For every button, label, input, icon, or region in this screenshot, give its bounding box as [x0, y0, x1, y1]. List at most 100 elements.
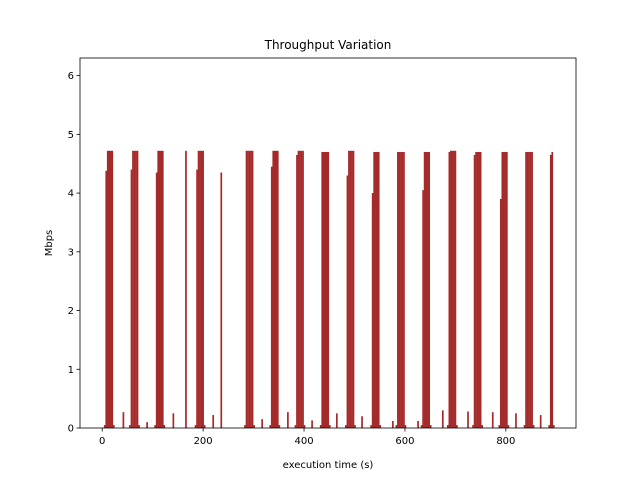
bar — [275, 150, 278, 429]
bar — [247, 150, 249, 429]
bar — [335, 413, 338, 428]
bar — [476, 151, 479, 428]
bar — [501, 151, 504, 428]
bar — [172, 413, 175, 428]
bar — [498, 425, 501, 428]
y-tick-label: 0 — [68, 424, 74, 435]
bar — [391, 420, 394, 428]
bar — [261, 419, 264, 428]
bar — [199, 150, 201, 429]
bar — [529, 151, 532, 428]
bar — [548, 425, 551, 428]
y-tick-label: 2 — [68, 306, 74, 317]
bar — [348, 150, 350, 429]
bar — [311, 420, 313, 428]
bar — [129, 425, 131, 428]
bar — [130, 169, 133, 429]
x-tick-label: 200 — [194, 436, 213, 447]
bar — [273, 150, 276, 429]
bar — [146, 422, 148, 428]
bar — [404, 425, 407, 428]
bar — [397, 151, 399, 428]
bar — [523, 425, 526, 428]
bar — [185, 150, 187, 429]
bar — [250, 150, 252, 429]
bar — [499, 198, 502, 428]
bar — [327, 151, 330, 428]
bar — [200, 150, 203, 429]
bar — [138, 425, 140, 428]
y-tick-label: 6 — [68, 71, 74, 82]
bar — [398, 151, 401, 428]
bar — [345, 425, 347, 428]
y-tick-label: 3 — [68, 247, 74, 258]
bar — [472, 425, 474, 428]
bar — [352, 150, 355, 429]
x-axis-label: execution time (s) — [283, 460, 374, 471]
bar — [220, 172, 223, 428]
bar — [354, 425, 356, 428]
bar — [475, 151, 477, 428]
bar — [370, 425, 372, 428]
bar — [135, 150, 137, 429]
bar — [379, 425, 382, 428]
bar — [377, 151, 380, 428]
bar — [112, 425, 115, 428]
bar — [502, 151, 505, 428]
bar — [163, 425, 166, 428]
bar — [202, 150, 204, 429]
bar — [531, 151, 533, 428]
bar — [321, 151, 324, 428]
bar — [395, 425, 398, 428]
bar — [467, 411, 469, 428]
bar — [504, 151, 507, 428]
bar — [374, 151, 377, 428]
bar — [376, 151, 379, 428]
bar — [426, 151, 429, 428]
bar — [300, 150, 303, 429]
bar — [319, 425, 322, 428]
bar — [136, 150, 139, 429]
x-tick-label: 0 — [99, 436, 105, 447]
bar — [506, 151, 508, 428]
bar — [491, 412, 494, 428]
bar — [109, 150, 112, 429]
bar — [106, 150, 109, 429]
bar — [422, 190, 424, 428]
bar — [450, 150, 452, 429]
bar — [324, 151, 327, 428]
bar — [454, 150, 457, 429]
bar — [328, 425, 331, 428]
bar — [428, 151, 431, 428]
bar — [361, 416, 363, 428]
bar — [248, 150, 251, 429]
bar — [158, 150, 161, 429]
bar — [456, 425, 458, 428]
bar — [429, 425, 432, 428]
bar — [373, 151, 376, 428]
bar — [351, 150, 353, 429]
bar — [551, 151, 554, 428]
bar — [401, 151, 404, 428]
bar — [423, 151, 426, 428]
x-tick-label: 600 — [395, 436, 414, 447]
bar — [349, 150, 352, 429]
bar — [451, 150, 454, 429]
bar — [528, 151, 530, 428]
bar — [400, 151, 402, 428]
bar — [287, 412, 289, 428]
bar — [453, 150, 455, 429]
bar — [154, 425, 157, 428]
bar — [532, 425, 535, 428]
bar — [203, 425, 206, 428]
bar — [122, 412, 125, 428]
bar — [515, 413, 517, 428]
bar — [269, 425, 272, 428]
y-tick-label: 5 — [68, 130, 74, 141]
bar — [160, 150, 163, 429]
x-tick-label: 800 — [496, 436, 515, 447]
bar — [403, 151, 405, 428]
bar — [108, 150, 111, 429]
